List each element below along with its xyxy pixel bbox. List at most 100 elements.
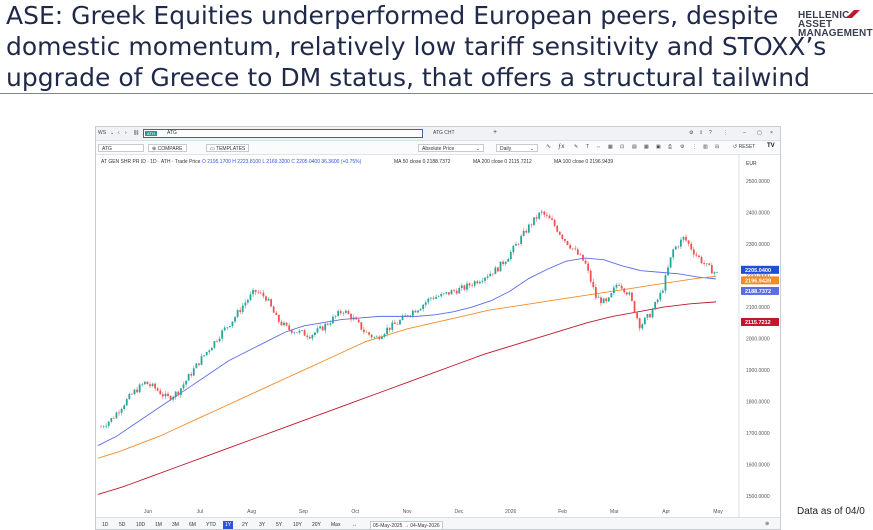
candle — [564, 238, 566, 244]
print-icon[interactable]: ⎙ — [668, 144, 673, 150]
help-icon[interactable]: ? — [709, 130, 712, 136]
candle — [476, 279, 479, 285]
add-tab-button[interactable]: + — [493, 129, 498, 136]
y-tick-label: 1900.0000 — [746, 368, 770, 374]
candle — [589, 268, 592, 284]
table-icon[interactable]: ▤ — [632, 144, 637, 150]
compare-button[interactable]: ⊕ COMPARE — [148, 144, 187, 152]
maximize-icon[interactable]: ▢ — [757, 130, 762, 136]
range-button-5d[interactable]: 5D — [119, 522, 126, 528]
candle — [365, 330, 368, 333]
candle — [314, 331, 316, 337]
candle — [396, 322, 399, 325]
range-button-3m[interactable]: 3M — [172, 522, 179, 528]
candle — [533, 217, 535, 227]
link-icon[interactable]: ⛓ — [133, 130, 140, 136]
candle — [569, 243, 571, 250]
settings-icon[interactable]: ⚙ — [689, 130, 694, 136]
range-button-ytd[interactable]: YTD — [206, 522, 216, 528]
price-tag: 2115.7212 — [741, 317, 779, 326]
symbol-field[interactable]: ATG — [98, 144, 144, 152]
candle — [643, 317, 646, 325]
compare-icon: ⊕ — [152, 146, 158, 152]
chart-tab[interactable]: ATG CHT — [433, 130, 455, 136]
candle — [115, 411, 118, 419]
ws-label[interactable]: WS — [98, 130, 107, 136]
candle — [692, 246, 695, 258]
image-icon[interactable]: ▣ — [656, 144, 661, 150]
share-icon[interactable]: ⇪ — [699, 130, 704, 136]
candle — [283, 320, 285, 327]
measure-icon[interactable]: ⇔ — [596, 144, 601, 150]
candle — [672, 248, 675, 261]
chart-type-icon[interactable]: ∿ — [546, 144, 552, 150]
forward-icon[interactable]: › — [125, 130, 127, 136]
calendar-back-icon[interactable]: ↔ — [352, 522, 357, 528]
candle — [388, 327, 391, 333]
range-button-6m[interactable]: 6M — [189, 522, 196, 528]
menu-icon[interactable]: ⋮ — [723, 130, 728, 136]
indicators-icon[interactable]: ƒx — [558, 144, 565, 150]
candle — [347, 309, 350, 315]
candle — [200, 353, 203, 366]
candle — [656, 298, 659, 305]
candle — [257, 289, 260, 294]
candle — [383, 332, 386, 339]
y-tick-label: 2000.0000 — [746, 336, 770, 342]
layout-icon[interactable]: ▦ — [608, 144, 613, 150]
candle — [695, 251, 698, 257]
candle — [128, 392, 131, 400]
candle — [319, 323, 321, 330]
back-icon[interactable]: ‹ — [118, 130, 120, 136]
candle — [556, 224, 559, 233]
close-icon[interactable]: × — [770, 130, 773, 136]
range-button-10d[interactable]: 10D — [136, 522, 146, 528]
range-button-1m[interactable]: 1M — [155, 522, 162, 528]
candle — [605, 297, 608, 304]
candle — [545, 212, 548, 219]
price-tags: 2205.0400 2196.9439 2188.7372 2115.7212 — [741, 265, 779, 326]
chart-settings-icon[interactable]: ⚙ — [680, 144, 685, 150]
x-tick-label: 2026 — [505, 509, 516, 515]
candle — [618, 282, 620, 287]
draw-icon[interactable]: ✎ — [574, 144, 579, 150]
price-type-select[interactable]: Absolute Price ⌄ — [418, 144, 484, 152]
export-icon[interactable]: ⊟ — [715, 144, 720, 150]
x-tick-label: Jul — [197, 509, 203, 515]
y-tick-label: 2300.0000 — [746, 242, 770, 248]
footnote: Data as of 04/0 — [797, 506, 865, 517]
text-icon[interactable]: T — [586, 144, 590, 150]
grid-icon[interactable]: ▦ — [644, 144, 649, 150]
range-button-10y[interactable]: 10Y — [293, 522, 302, 528]
range-button-1d[interactable]: 1D — [102, 522, 109, 528]
range-button-20y[interactable]: 20Y — [312, 522, 321, 528]
more-icon[interactable]: ⋮ — [692, 144, 697, 150]
range-button-5y[interactable]: 5Y — [276, 522, 283, 528]
zoom-icon[interactable]: ⊕ — [765, 521, 770, 527]
candle — [234, 315, 236, 324]
save-icon[interactable]: ▥ — [703, 144, 708, 150]
candle — [440, 291, 443, 298]
candle — [326, 322, 329, 326]
chevron-down-icon[interactable]: ⌄ — [110, 130, 115, 136]
x-tick-label: Dec — [454, 509, 463, 515]
range-button-1y[interactable]: 1Y — [223, 521, 234, 529]
range-button-2y[interactable]: 2Y — [242, 522, 249, 528]
price-chart[interactable]: AT GEN SHR PR ID · 1D · ATH · Trade Pric… — [96, 155, 781, 517]
candle — [177, 390, 180, 397]
date-range-field[interactable]: 05-May-2025 → 04-May-2026 — [370, 521, 443, 529]
candle — [399, 318, 401, 326]
chevron-down-icon: ⌄ — [529, 146, 534, 152]
range-button-max[interactable]: Max — [331, 522, 341, 528]
candle — [497, 266, 499, 273]
minimize-icon[interactable]: – — [743, 130, 746, 136]
candle — [463, 284, 466, 291]
templates-button[interactable]: ▭ TEMPLATES — [206, 144, 250, 152]
reset-button[interactable]: ↺ RESET — [733, 144, 755, 151]
alert-icon[interactable]: ⊡ — [620, 144, 625, 150]
symbol-search-input[interactable]: ATH ATG — [143, 129, 423, 138]
period-select[interactable]: Daily ⌄ — [496, 144, 538, 152]
range-button-3y[interactable]: 3Y — [259, 522, 266, 528]
candle — [100, 424, 102, 428]
candle — [638, 317, 641, 332]
